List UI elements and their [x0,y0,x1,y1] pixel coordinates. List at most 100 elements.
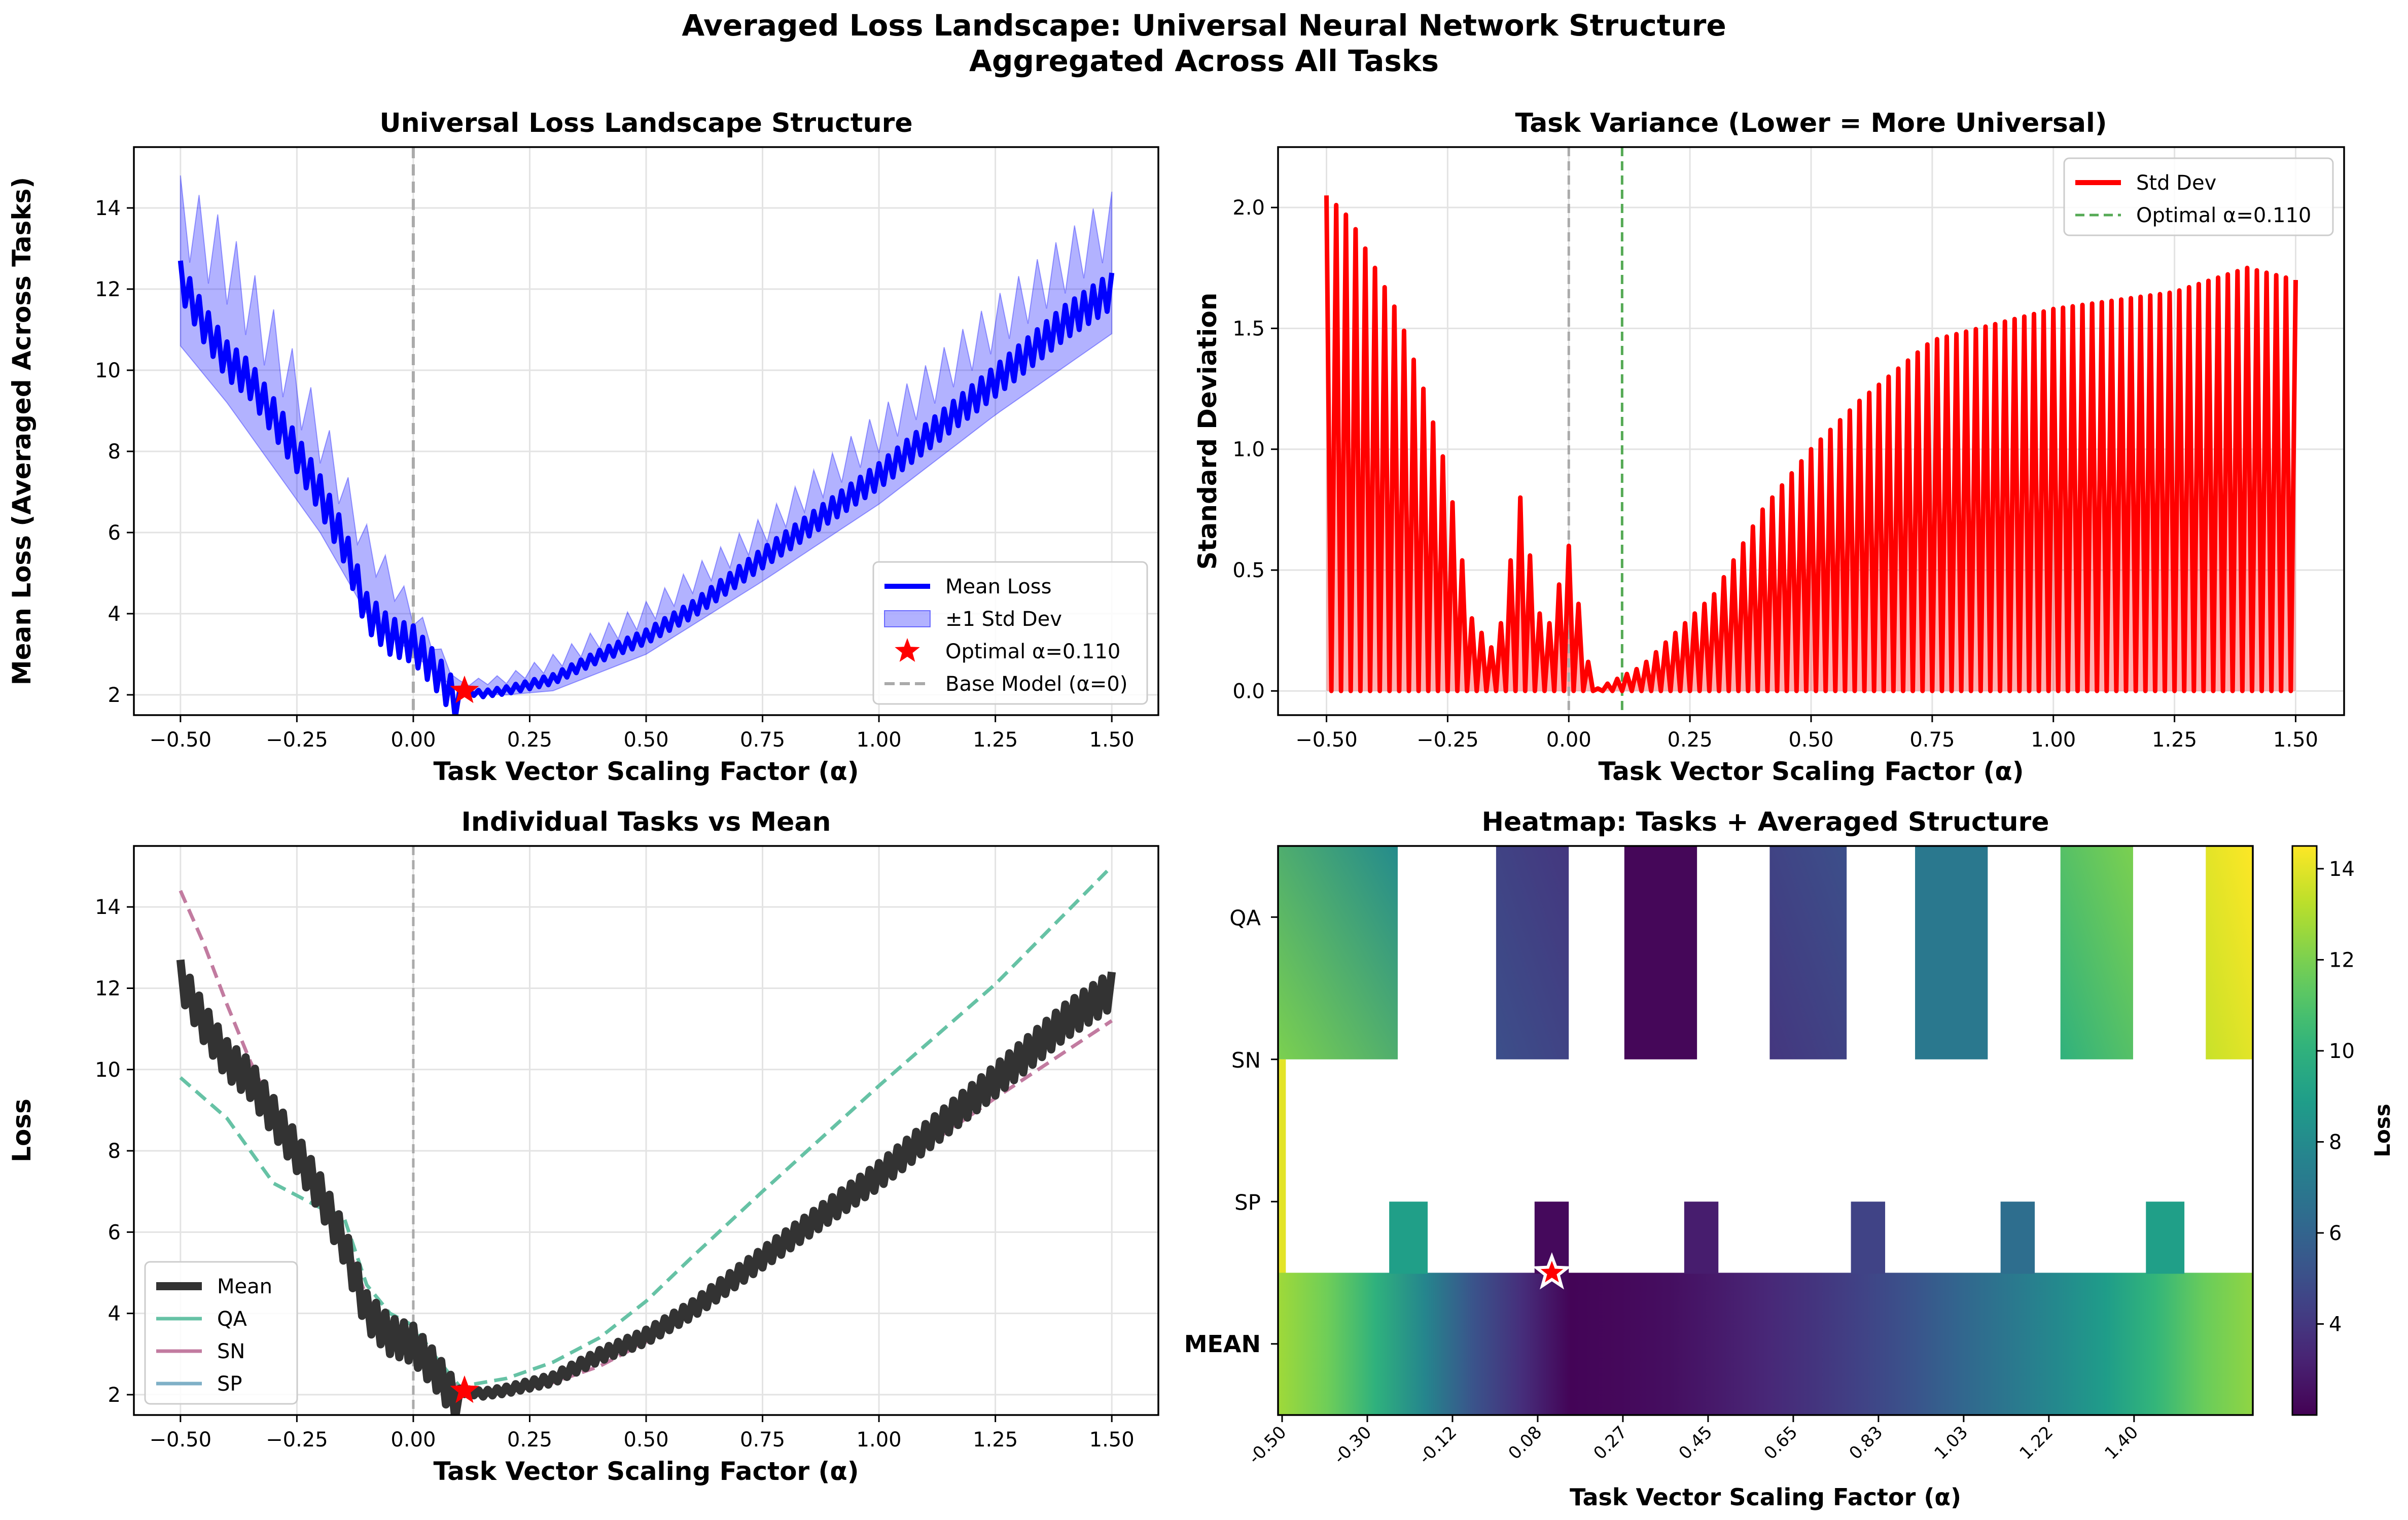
x-tick-label: 1.50 [1089,1428,1135,1452]
x-tick-label: 0.00 [391,1428,436,1452]
x-tick-label: 0.00 [391,728,436,752]
legend-frame [144,1261,298,1405]
x-tick-label: −0.25 [1417,728,1479,752]
heatmap-cell-qa [1496,846,1569,1059]
x-tick-label: 0.00 [1546,728,1591,752]
y-tick-label: 14 [95,896,121,919]
heatmap-cell-qa [2060,846,2133,1059]
x-tick-label: -0.30 [1330,1422,1375,1468]
row-label: MEAN [1184,1330,1261,1358]
y-axis-label: Standard Deviation [1193,293,1222,570]
x-tick-label: 1.40 [2101,1422,2142,1464]
y-tick-label: 12 [95,977,121,1001]
mean-loss-line [178,260,1115,715]
subplot-4: QA SN SP MEAN -0.50 -0.30 -0.12 0.08 0.27 0.45 0.6… [1184,807,2395,1511]
plot-area [178,147,1115,715]
x-tick-label: -0.12 [1415,1422,1461,1468]
legend-label: Optimal α=0.110 [2136,204,2311,227]
x-tick-label: 0.65 [1760,1422,1801,1464]
y-tick-label: 1.0 [1232,438,1265,462]
legend-frame [872,561,1148,705]
axes-frame [1277,146,2345,716]
legend-label: SP [217,1372,242,1396]
row-label: SP [1234,1190,1261,1215]
x-tick-label: 1.25 [973,1428,1018,1452]
colorbar-label: Loss [2370,1104,2395,1157]
x-tick-label: 1.00 [857,1428,902,1452]
heatmap-cell-qa [1915,846,1988,1059]
legend-handle [895,638,920,662]
legend-frame [2063,157,2334,236]
x-tick-label: 0.45 [1675,1422,1716,1464]
row-label: QA [1229,905,1261,930]
plot-area [176,846,1116,1415]
optimal-star-marker [450,676,479,703]
legend-panel-2: Std Dev Optimal α=0.110 [2063,157,2334,236]
row-label: SN [1231,1048,1261,1073]
x-tick-label: 1.22 [2015,1422,2057,1464]
figure-title-line2: Aggregated Across All Tasks [969,44,1439,78]
y-tick-label: 8 [108,1140,121,1163]
y-axis-label: Loss [7,1099,37,1162]
y-tick-label: 6 [108,521,121,545]
colorbar-tick-label: 8 [2329,1130,2342,1154]
heatmap-cell-qa [2206,846,2253,1059]
subplot-title: Individual Tasks vs Mean [462,807,831,837]
subplot-1: −0.50 −0.25 0.00 0.25 0.50 0.75 1.00 1.25 1.50 2 4… [7,108,1159,786]
y-tick-label: 2.0 [1232,196,1265,220]
x-tick-label: 0.25 [1668,728,1713,752]
x-tick-label: 0.27 [1589,1422,1631,1464]
y-axis-label: Mean Loss (Averaged Across Tasks) [7,177,37,685]
legend-label: Std Dev [2136,171,2216,195]
heatmap-cell-sp [2000,1201,2035,1274]
y-tick-label: 6 [108,1221,121,1244]
y-tick-label: 0.5 [1232,559,1265,582]
x-tick-label: 1.50 [2273,728,2318,752]
x-tick-label: 0.25 [507,1428,552,1452]
legend-label: ±1 Std Dev [945,608,1062,631]
heatmap-cell-qa [1624,846,1697,1059]
y-tick-label: 12 [95,278,121,301]
heatmap-cell-qa [1769,846,1847,1059]
x-tick-label: 1.00 [857,728,902,752]
x-tick-label: 0.83 [1845,1422,1887,1464]
figure-title-line1: Averaged Loss Landscape: Universal Neura… [682,8,1726,43]
heatmap-cell-sp [1851,1201,1886,1274]
legend-label: Mean Loss [945,575,1051,598]
legend-label: SN [217,1340,245,1363]
subplot-title: Heatmap: Tasks + Averaged Structure [1482,807,2049,837]
heatmap-cell-sp [2146,1201,2185,1274]
heatmap-cell-qa [1278,846,1398,1059]
legend-label: Base Model (α=0) [945,673,1127,696]
legend-label: QA [217,1307,247,1331]
y-tick-label: 8 [108,440,121,464]
y-tick-label: 2 [108,684,121,707]
x-axis-label: Task Vector Scaling Factor (α) [1570,1483,1961,1511]
colorbar-tick-label: 6 [2329,1222,2342,1245]
y-tick-label: 0.0 [1232,680,1265,703]
y-tick-label: 10 [95,359,121,382]
x-tick-label: 1.03 [1930,1422,1972,1464]
x-tick-label: 0.50 [1788,728,1833,752]
x-tick-label: 0.75 [740,1428,785,1452]
x-tick-label: 0.75 [1909,728,1955,752]
x-tick-label: 0.50 [623,728,668,752]
legend-label: Optimal α=0.110 [945,640,1120,663]
legend-panel-3: Mean QA SN SP [144,1261,298,1405]
y-tick-label: 1.5 [1232,317,1265,340]
x-tick-label: 1.25 [2152,728,2197,752]
x-tick-label: 1.50 [1089,728,1135,752]
heatmap-cell-sn [1278,1059,1286,1273]
x-tick-label: −0.50 [1295,728,1358,752]
plot-area [1324,147,2298,715]
legend-handle [884,610,931,627]
heatmap-frame [1277,845,2254,1416]
x-tick-label: 0.08 [1504,1422,1546,1464]
y-tick-label: 4 [108,1302,121,1326]
mean-line [176,959,1116,1415]
x-tick-label: −0.25 [266,1428,328,1452]
x-tick-label: 1.25 [973,728,1018,752]
y-tick-label: 4 [108,603,121,626]
colorbar-tick-label: 10 [2329,1040,2355,1063]
